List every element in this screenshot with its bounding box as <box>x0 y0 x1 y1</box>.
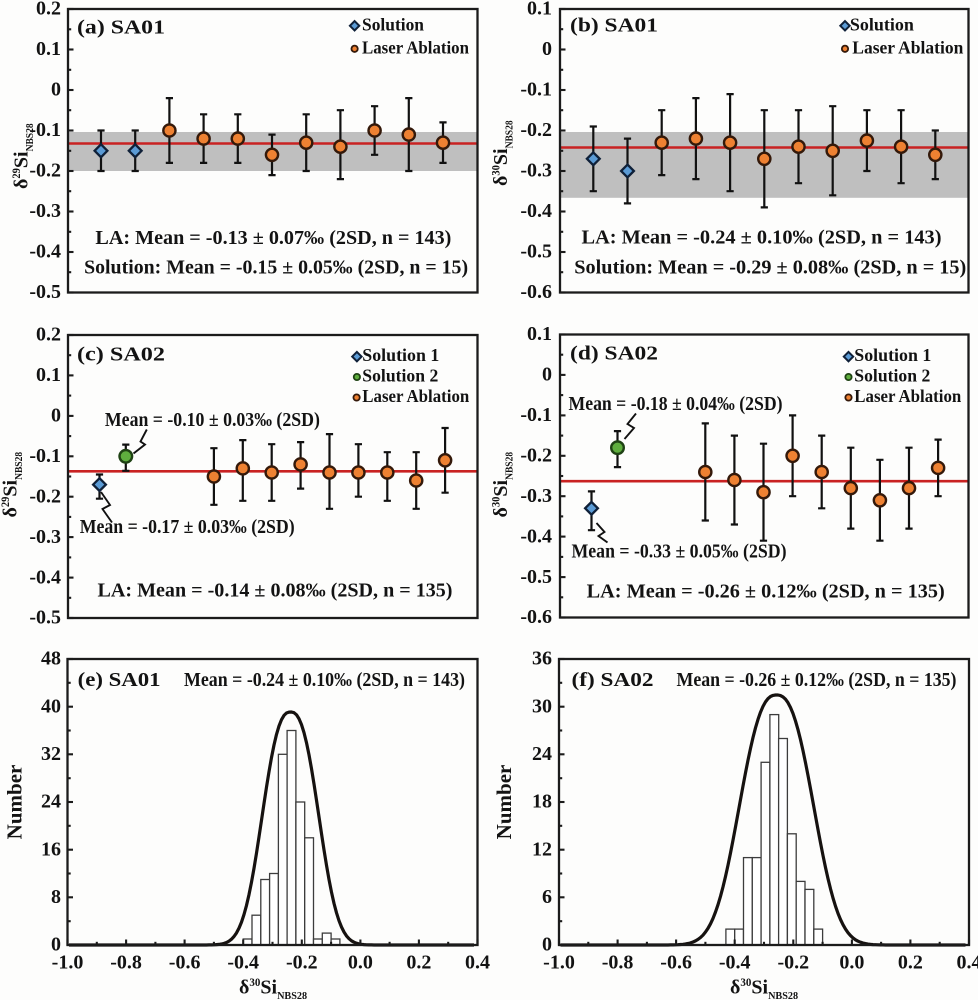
svg-text:0.4: 0.4 <box>465 951 490 973</box>
svg-text:-0.2: -0.2 <box>29 485 61 507</box>
svg-text:Solution 1: Solution 1 <box>854 345 931 365</box>
svg-text:-0.3: -0.3 <box>29 200 61 222</box>
svg-text:32: 32 <box>41 743 61 765</box>
svg-text:-0.5: -0.5 <box>520 566 552 588</box>
svg-text:-0.3: -0.3 <box>29 526 61 548</box>
svg-text:(c) SA02: (c) SA02 <box>77 344 165 366</box>
svg-text:Solution: Solution <box>850 14 914 34</box>
svg-text:30: 30 <box>532 695 552 717</box>
svg-text:-0.2: -0.2 <box>520 119 552 141</box>
svg-text:0.0: 0.0 <box>839 951 864 973</box>
svg-text:-0.3: -0.3 <box>520 485 552 507</box>
svg-text:6: 6 <box>542 886 552 908</box>
svg-text:-0.4: -0.4 <box>719 951 751 973</box>
svg-text:0: 0 <box>51 934 61 956</box>
svg-text:(d) SA02: (d) SA02 <box>570 343 658 365</box>
svg-text:-0.1: -0.1 <box>520 404 552 426</box>
svg-text:24: 24 <box>532 743 552 765</box>
svg-text:-0.8: -0.8 <box>602 951 634 973</box>
svg-text:0: 0 <box>542 934 552 956</box>
svg-text:-0.6: -0.6 <box>169 951 201 973</box>
svg-text:0: 0 <box>51 405 61 427</box>
svg-text:Solution 1: Solution 1 <box>362 345 439 365</box>
svg-text:Mean = -0.33 ± 0.05‰ (2SD): Mean = -0.33 ± 0.05‰ (2SD) <box>572 541 787 563</box>
svg-text:-0.3: -0.3 <box>520 160 552 182</box>
svg-text:LA: Mean = -0.26 ± 0.12‰ (2SD,: LA: Mean = -0.26 ± 0.12‰ (2SD, n = 135) <box>587 581 945 603</box>
svg-text:LA: Mean = -0.13 ± 0.07‰ (2SD,: LA: Mean = -0.13 ± 0.07‰ (2SD, n = 143) <box>95 227 451 249</box>
svg-text:-0.5: -0.5 <box>520 241 552 263</box>
svg-text:-0.2: -0.2 <box>777 951 809 973</box>
svg-text:LA: Mean = -0.24 ± 0.10‰ (2SD,: LA: Mean = -0.24 ± 0.10‰ (2SD, n = 143) <box>582 227 942 249</box>
svg-text:-0.4: -0.4 <box>29 241 61 263</box>
svg-text:Mean = -0.26 ± 0.12‰ (2SD, n =: Mean = -0.26 ± 0.12‰ (2SD, n = 135) <box>677 669 957 691</box>
svg-text:(f) SA02: (f) SA02 <box>572 669 654 691</box>
svg-text:16: 16 <box>41 838 61 860</box>
svg-text:Solution: Solution <box>362 14 424 34</box>
svg-text:0.1: 0.1 <box>36 364 61 386</box>
svg-text:0: 0 <box>51 79 61 101</box>
svg-text:Mean = -0.17 ± 0.03‰ (2SD): Mean = -0.17 ± 0.03‰ (2SD) <box>80 516 295 538</box>
svg-text:-0.4: -0.4 <box>227 951 259 973</box>
svg-text:Mean = -0.24 ± 0.10‰ (2SD, n =: Mean = -0.24 ± 0.10‰ (2SD, n = 143) <box>184 669 465 691</box>
svg-text:12: 12 <box>532 838 552 860</box>
svg-text:40: 40 <box>41 695 61 717</box>
svg-text:Mean = -0.18 ± 0.04‰ (2SD): Mean = -0.18 ± 0.04‰ (2SD) <box>569 393 783 415</box>
svg-text:-1.0: -1.0 <box>543 951 575 973</box>
svg-text:0.1: 0.1 <box>527 0 552 20</box>
svg-text:-1.0: -1.0 <box>52 951 84 973</box>
svg-text:0: 0 <box>542 364 552 386</box>
svg-text:-0.2: -0.2 <box>286 951 318 973</box>
svg-text:(e) SA01: (e) SA01 <box>78 669 161 691</box>
svg-text:Laser Ablation: Laser Ablation <box>854 386 961 406</box>
svg-text:(b) SA01: (b) SA01 <box>570 15 658 37</box>
svg-text:36: 36 <box>532 648 552 670</box>
svg-text:-0.1: -0.1 <box>29 445 61 467</box>
svg-text:Laser Ablation: Laser Ablation <box>362 37 469 57</box>
svg-text:Solution: Mean = -0.29 ± 0.08‰: Solution: Mean = -0.29 ± 0.08‰ (2SD, n =… <box>574 257 966 279</box>
svg-text:(a) SA01: (a) SA01 <box>77 16 165 38</box>
svg-text:8: 8 <box>51 886 61 908</box>
svg-text:Laser Ablation: Laser Ablation <box>362 386 469 406</box>
svg-text:-0.4: -0.4 <box>520 200 552 222</box>
svg-text:-0.4: -0.4 <box>520 525 552 547</box>
svg-text:-0.1: -0.1 <box>29 119 61 141</box>
svg-text:-0.5: -0.5 <box>29 607 61 629</box>
svg-text:Solution: Mean = -0.15 ± 0.05‰: Solution: Mean = -0.15 ± 0.05‰ (2SD, n =… <box>84 257 468 279</box>
svg-text:-0.2: -0.2 <box>29 160 61 182</box>
svg-text:0: 0 <box>542 38 552 60</box>
svg-text:0.2: 0.2 <box>36 0 61 20</box>
svg-text:Mean = -0.10 ± 0.03‰ (2SD): Mean = -0.10 ± 0.03‰ (2SD) <box>105 409 320 431</box>
svg-text:24: 24 <box>41 791 61 813</box>
svg-text:-0.8: -0.8 <box>110 951 142 973</box>
svg-text:-0.1: -0.1 <box>520 79 552 101</box>
svg-text:0.2: 0.2 <box>898 951 923 973</box>
svg-text:Laser Ablation: Laser Ablation <box>852 37 963 57</box>
svg-text:0.0: 0.0 <box>348 951 373 973</box>
svg-text:48: 48 <box>41 648 61 670</box>
svg-text:Solution 2: Solution 2 <box>854 365 930 385</box>
svg-text:-0.6: -0.6 <box>520 606 552 628</box>
svg-text:0.2: 0.2 <box>36 324 61 346</box>
svg-text:-0.4: -0.4 <box>29 566 61 588</box>
svg-text:Number: Number <box>3 765 27 840</box>
svg-text:0.1: 0.1 <box>36 38 61 60</box>
svg-text:0.4: 0.4 <box>957 951 978 973</box>
svg-text:0.2: 0.2 <box>406 951 431 973</box>
svg-text:Number: Number <box>492 765 516 840</box>
svg-text:-0.6: -0.6 <box>660 951 692 973</box>
svg-text:LA: Mean = -0.14 ± 0.08‰ (2SD,: LA: Mean = -0.14 ± 0.08‰ (2SD, n = 135) <box>98 580 453 602</box>
svg-text:18: 18 <box>532 791 552 813</box>
svg-text:0.1: 0.1 <box>527 323 552 345</box>
svg-text:-0.6: -0.6 <box>520 281 552 303</box>
svg-text:-0.5: -0.5 <box>29 281 61 303</box>
svg-text:-0.2: -0.2 <box>520 445 552 467</box>
svg-text:Solution 2: Solution 2 <box>362 365 438 385</box>
